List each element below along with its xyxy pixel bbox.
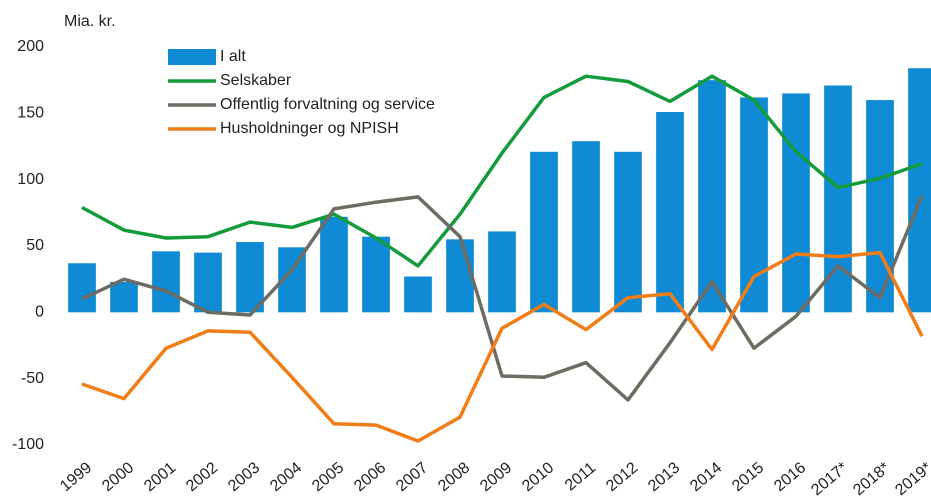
bar bbox=[362, 236, 390, 313]
x-tick-label: 2018* bbox=[850, 459, 893, 497]
x-tick-label: 2011 bbox=[562, 459, 599, 494]
x-tick-label: 2012 bbox=[603, 459, 641, 495]
x-tick-label: 2007 bbox=[393, 459, 431, 495]
y-tick-label: 0 bbox=[35, 304, 44, 321]
bar bbox=[614, 151, 642, 313]
line bbox=[81, 74, 923, 268]
bar bbox=[404, 276, 432, 313]
legend-label: Offentlig forvaltning og service bbox=[220, 96, 435, 113]
bar bbox=[740, 97, 768, 313]
y-tick-label: 100 bbox=[17, 171, 44, 188]
x-tick-label: 2004 bbox=[267, 459, 305, 495]
x-tick-label: 2015 bbox=[729, 459, 767, 495]
legend-label: Selskaber bbox=[220, 72, 292, 89]
line bbox=[81, 194, 924, 402]
bar bbox=[152, 251, 180, 313]
bar bbox=[698, 80, 726, 313]
x-tick-label: 2010 bbox=[519, 459, 557, 495]
x-tick-label: 2008 bbox=[435, 459, 473, 495]
x-tick-label: 2001 bbox=[141, 459, 179, 495]
legend-label: Husholdninger og NPISH bbox=[220, 120, 399, 137]
x-tick-label: 2003 bbox=[225, 459, 263, 495]
x-tick-label: 2009 bbox=[477, 459, 515, 495]
bar bbox=[110, 281, 138, 313]
legend-label: I alt bbox=[220, 48, 246, 65]
y-tick-label: 150 bbox=[17, 105, 44, 122]
legend-swatch bbox=[168, 49, 216, 65]
bar bbox=[782, 93, 810, 313]
bar bbox=[866, 100, 894, 313]
y-axis-label: Mia. kr. bbox=[64, 13, 116, 30]
line bbox=[81, 250, 924, 443]
x-tick-label: 2000 bbox=[99, 459, 137, 495]
x-tick-label: 2019* bbox=[892, 459, 931, 497]
bar bbox=[194, 252, 222, 313]
x-tick-label: 1999 bbox=[57, 459, 95, 495]
y-tick-label: -50 bbox=[21, 370, 44, 387]
bar bbox=[320, 216, 348, 313]
x-tick-label: 2017* bbox=[808, 459, 851, 497]
x-tick-label: 2016 bbox=[771, 459, 809, 495]
bar bbox=[908, 68, 931, 313]
x-tick-label: 2002 bbox=[183, 459, 221, 495]
x-tick-label: 2005 bbox=[309, 459, 347, 495]
bar bbox=[488, 231, 516, 313]
bar bbox=[656, 112, 684, 313]
x-tick-label: 2014 bbox=[687, 459, 725, 495]
y-tick-label: 50 bbox=[26, 237, 44, 254]
bar bbox=[68, 263, 96, 313]
bar bbox=[236, 242, 264, 313]
bar bbox=[446, 239, 474, 313]
bar bbox=[530, 151, 558, 313]
y-tick-label: 200 bbox=[17, 38, 44, 55]
bar bbox=[572, 141, 600, 313]
y-tick-label: -100 bbox=[12, 436, 44, 453]
x-tick-label: 2006 bbox=[351, 459, 389, 495]
x-tick-label: 2013 bbox=[645, 459, 683, 495]
